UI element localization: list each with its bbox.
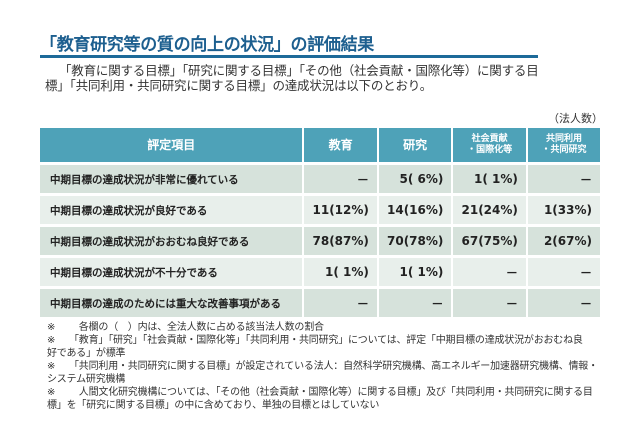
evaluation-results-table: 評定項目 教育 研究 社会貢献 ・国際化等 共同利用 ・共同研究 中期目標の達成… — [40, 128, 600, 320]
note-line: 人間文化研究機構については、「その他（社会貢献・国際化等）に関する目標」及び「共… — [69, 387, 593, 398]
header-research: 研究 — [378, 128, 454, 165]
header-social-line-1: 社会貢献 — [471, 134, 508, 144]
cell-education: － — [304, 165, 379, 196]
row-item: 中期目標の達成状況がおおむね良好である — [40, 227, 305, 258]
header-joint-line-1: 共同利用 — [545, 134, 582, 144]
cell-research: － — [378, 289, 454, 320]
cell-education: － — [304, 289, 379, 320]
footnote: ※ 人間文化研究機構については、「その他（社会貢献・国際化等）に関する目標」及び… — [47, 386, 607, 399]
table-header-row: 評定項目 教育 研究 社会貢献 ・国際化等 共同利用 ・共同研究 — [40, 128, 600, 165]
note-mark: ※ — [47, 361, 56, 372]
note-mark: ※ — [47, 335, 56, 346]
row-item: 中期目標の達成のためには重大な改善事項がある — [40, 289, 305, 320]
row-item: 中期目標の達成状況が不十分である — [40, 258, 305, 289]
note-continuation: 好である」が標準 — [47, 348, 126, 359]
note-mark: ※ — [47, 387, 56, 398]
cell-joint: － — [527, 258, 600, 289]
table-row: 中期目標の達成状況が非常に優れている － 5( 6%) 1( 1%) － — [40, 165, 600, 196]
cell-education: 11(12%) — [304, 196, 379, 227]
table-row: 中期目標の達成状況がおおむね良好である 78(87%) 70(78%) 67(7… — [40, 227, 600, 258]
cell-joint: － — [527, 165, 600, 196]
cell-education: 1( 1%) — [304, 258, 379, 289]
cell-social: － — [453, 258, 528, 289]
header-social-line-2: ・国際化等 — [467, 145, 513, 155]
cell-joint: 1(33%) — [527, 196, 600, 227]
table-row: 中期目標の達成状況が不十分である 1( 1%) 1( 1%) － － — [40, 258, 600, 289]
cell-research: 1( 1%) — [378, 258, 454, 289]
footnotes: ※ 各欄の（ ）内は、全法人数に占める該当法人数の割合 ※ 「教育」「研究」「社… — [47, 321, 607, 412]
cell-social: － — [453, 289, 528, 320]
unit-label: （法人数） — [548, 112, 603, 125]
row-item: 中期目標の達成状況が良好である — [40, 196, 305, 227]
table-row: 中期目標の達成のためには重大な改善事項がある － － － － — [40, 289, 600, 320]
intro-line-1: 「教育に関する目標」「研究に関する目標」「その他（社会貢献・国際化等）に関する目 — [45, 63, 605, 78]
row-item: 中期目標の達成状況が非常に優れている — [40, 165, 305, 196]
note-line: 「教育」「研究」「社会貢献・国際化等」「共同利用・共同研究」については、評定「中… — [69, 335, 583, 346]
cell-education: 78(87%) — [304, 227, 379, 258]
note-line: 「共同利用・共同研究に関する目標」が設定されている法人：自然科学研究機構、高エネ… — [69, 361, 598, 372]
note-continuation: 標」を「研究に関する目標」の中に含めており、単独の目標とはしていない — [47, 400, 380, 411]
cell-joint: 2(67%) — [527, 227, 600, 258]
header-education: 教育 — [304, 128, 379, 165]
intro-text-1: 「教育に関する目標」「研究に関する目標」「その他（社会貢献・国際化等）に関する目 — [59, 63, 539, 78]
cell-research: 5( 6%) — [378, 165, 454, 196]
page-title: 「教育研究等の質の向上の状況」の評価結果 — [40, 35, 374, 55]
title-underline — [40, 55, 538, 58]
cell-joint: － — [527, 289, 600, 320]
header-social: 社会貢献 ・国際化等 — [453, 128, 528, 165]
header-joint: 共同利用 ・共同研究 — [527, 128, 600, 165]
cell-research: 14(16%) — [378, 196, 454, 227]
note-mark: ※ — [47, 322, 56, 333]
note-continuation: システム研究機構 — [47, 374, 126, 385]
intro-line-2: 標」「共同利用・共同研究に関する目標」の達成状況は以下のとおり。 — [45, 78, 433, 93]
cell-social: 67(75%) — [453, 227, 528, 258]
footnote: ※ 「教育」「研究」「社会貢献・国際化等」「共同利用・共同研究」については、評定… — [47, 334, 607, 347]
footnote: ※ 各欄の（ ）内は、全法人数に占める該当法人数の割合 — [47, 321, 607, 334]
intro-paragraph: 「教育に関する目標」「研究に関する目標」「その他（社会貢献・国際化等）に関する目… — [45, 63, 605, 93]
cell-social: 21(24%) — [453, 196, 528, 227]
cell-research: 70(78%) — [378, 227, 454, 258]
header-joint-line-2: ・共同研究 — [541, 145, 587, 155]
header-item: 評定項目 — [40, 128, 305, 165]
table-row: 中期目標の達成状況が良好である 11(12%) 14(16%) 21(24%) … — [40, 196, 600, 227]
note-line: 各欄の（ ）内は、全法人数に占める該当法人数の割合 — [69, 322, 324, 333]
cell-social: 1( 1%) — [453, 165, 528, 196]
footnote: ※ 「共同利用・共同研究に関する目標」が設定されている法人：自然科学研究機構、高… — [47, 360, 607, 373]
